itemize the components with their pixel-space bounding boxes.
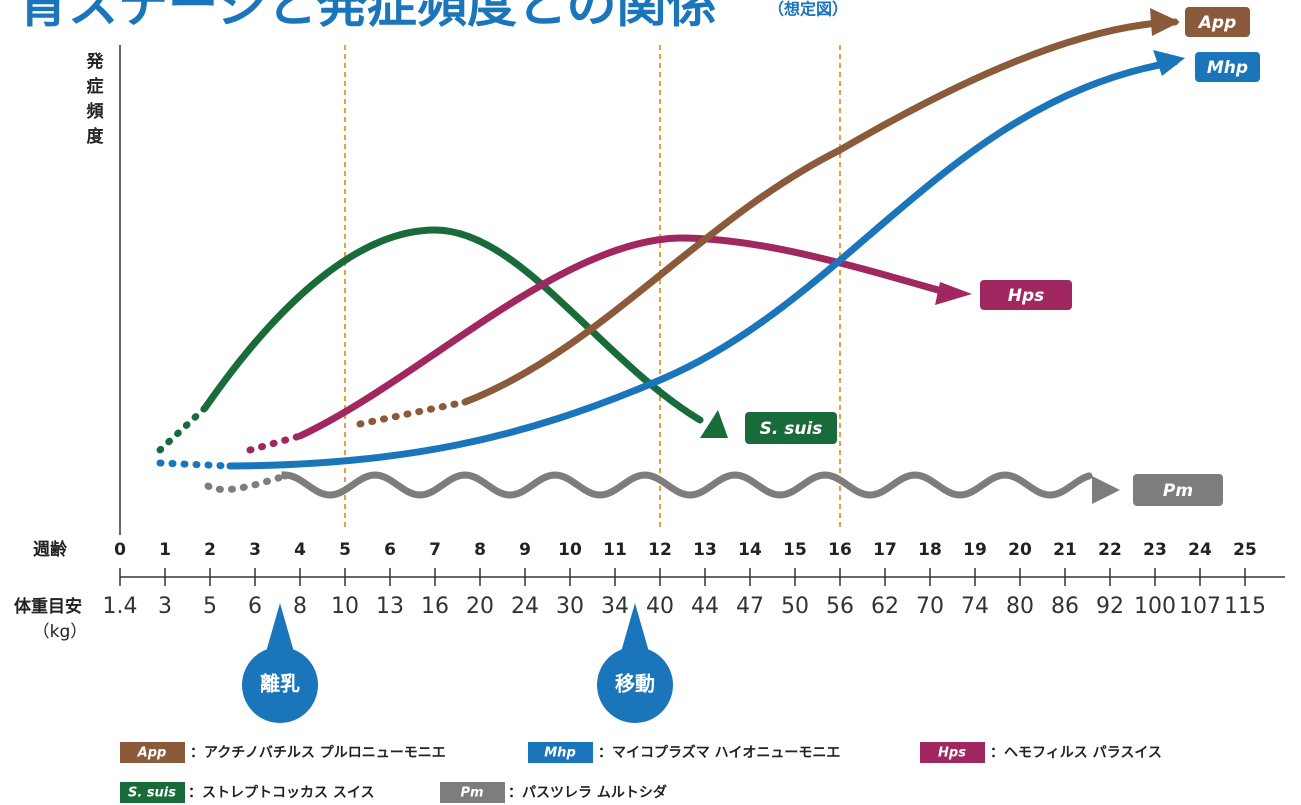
week-tick-label: 12 [648,540,672,560]
weight-tick-label: 16 [421,594,449,619]
weight-tick-label: 70 [916,594,944,619]
legend-box [440,782,505,803]
curve-label-box [980,280,1072,310]
legend-name: Hps [938,746,966,761]
legend-box [528,742,593,763]
weight-tick-label: 1.4 [103,594,138,619]
weight-tick-label: 8 [293,594,307,619]
week-tick-label: 4 [294,540,306,560]
weight-tick-label: 24 [511,594,539,619]
legend-text: ：パスツレラ ムルトシダ [508,784,667,801]
curve-label: Pm [1163,481,1193,501]
y-label-char: 症 [87,76,104,97]
curve-label: Mhp [1207,58,1248,78]
weight-tick-label: 13 [376,594,404,619]
weight-tick-label: 10 [331,594,359,619]
weight-tick-label: 62 [871,594,899,619]
week-tick-label: 21 [1053,540,1077,560]
week-tick-label: 3 [249,540,261,560]
weight-tick-label: 74 [961,594,989,619]
legend-name: Pm [460,786,483,801]
week-tick-label: 18 [918,540,942,560]
curve-label: S. suis [760,419,823,439]
curves [156,18,1179,499]
week-tick-label: 10 [558,540,582,560]
weight-tick-label: 50 [781,594,809,619]
week-tick-label: 1 [159,540,171,560]
marker-label: 離乳 [260,672,300,696]
curve-label-box [1133,474,1223,506]
marker-move [597,603,673,723]
y-label-char: 頻 [86,101,104,122]
curve-label: Hps [1008,286,1045,306]
title: 育ステージと発症頻度との関係 [18,0,717,34]
marker-label: 移動 [615,672,655,696]
stage-lines [344,45,841,530]
week-tick-label: 14 [738,540,762,560]
y-label-char: 度 [87,126,105,147]
legend-name: Mhp [544,746,576,761]
week-tick-label: 6 [384,540,396,560]
weight-tick-label: 86 [1051,594,1079,619]
weight-tick-label: 100 [1134,594,1176,619]
weight-tick-label: 34 [601,594,629,619]
weight-tick-label: 30 [556,594,584,619]
arrow-heads [700,8,1185,504]
week-tick-label: 8 [474,540,486,560]
weight-unit: （kg） [33,622,88,642]
legend-name: App [137,746,167,761]
week-tick-label: 5 [339,540,351,560]
week-tick-label: 0 [114,540,126,560]
week-tick-label: 7 [429,540,441,560]
curve-label-box [745,412,837,444]
curve-label-box [1185,7,1250,37]
weight-tick-label: 3 [158,594,172,619]
week-tick-label: 25 [1233,540,1257,560]
weight-tick-label: 56 [826,594,854,619]
week-tick-label: 19 [963,540,987,560]
legend-text: ：アクチノバチルス プルロニューモニエ [190,745,446,761]
weight-tick-label: 92 [1096,594,1124,619]
y-label-char: 発 [86,51,105,72]
weight-tick-label: 80 [1006,594,1034,619]
week-tick-label: 11 [603,540,627,560]
weight-tick-label: 44 [691,594,719,619]
legend-box [120,782,185,803]
week-tick-label: 20 [1008,540,1032,560]
legend-text: ：ストレプトコッカス スイス [188,785,374,801]
legend-box [120,742,185,763]
legend-text: ：マイコプラズマ ハイオニューモニエ [598,744,840,761]
weight-tick-label: 5 [203,594,217,619]
week-tick-label: 15 [783,540,807,560]
legend-name: S. suis [128,786,176,801]
weight-tick-label: 47 [736,594,764,619]
subtitle: （想定図） [768,0,848,19]
week-tick-label: 16 [828,540,852,560]
weight-tick-label: 20 [466,594,494,619]
week-tick-label: 13 [693,540,717,560]
weight-label: 体重目安 [14,596,82,617]
curve-label-box [1195,52,1260,82]
week-tick-label: 24 [1188,540,1212,560]
week-tick-label: 17 [873,540,897,560]
week-tick-label: 23 [1143,540,1167,560]
legend-text: ：ヘモフィルス パラスイス [990,745,1162,761]
legend-box [920,742,985,763]
week-label: 週齢 [33,539,68,560]
week-tick-label: 2 [204,540,216,560]
curve-label: App [1197,13,1237,33]
week-tick-label: 22 [1098,540,1122,560]
y-label: 発症頻度 [86,51,105,147]
weight-tick-label: 107 [1179,594,1221,619]
weight-tick-label: 40 [646,594,674,619]
marker-weaning [242,603,318,723]
week-tick-label: 9 [519,540,531,560]
weight-tick-label: 115 [1224,594,1266,619]
weight-tick-label: 6 [248,594,262,619]
